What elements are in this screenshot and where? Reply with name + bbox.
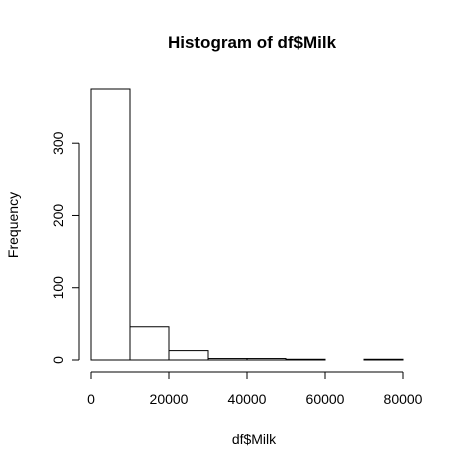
y-axis: 0 100 200 300 bbox=[50, 131, 80, 364]
x-tick-label-2: 40000 bbox=[228, 391, 267, 407]
bars-group bbox=[90, 88, 404, 361]
y-tick-label-2: 200 bbox=[50, 204, 66, 228]
histogram-bar-7 bbox=[363, 358, 404, 361]
histogram-bar-2 bbox=[168, 350, 209, 361]
histogram-bar-1 bbox=[129, 326, 170, 361]
histogram-bar-4 bbox=[246, 358, 287, 361]
histogram-bar-5 bbox=[285, 358, 326, 361]
y-tick-label-3: 300 bbox=[50, 131, 66, 155]
y-tick-label-1: 100 bbox=[50, 276, 66, 300]
chart-title: Histogram of df$Milk bbox=[168, 33, 337, 52]
x-tick-label-3: 60000 bbox=[306, 391, 345, 407]
y-axis-label: Frequency bbox=[5, 192, 21, 258]
x-tick-label-0: 0 bbox=[87, 391, 95, 407]
x-tick-label-1: 20000 bbox=[150, 391, 189, 407]
histogram-bar-0 bbox=[90, 88, 131, 361]
x-axis: 0 20000 40000 60000 80000 bbox=[87, 371, 423, 407]
x-axis-label: df$Milk bbox=[232, 431, 277, 447]
x-tick-label-4: 80000 bbox=[384, 391, 423, 407]
y-tick-label-0: 0 bbox=[50, 356, 66, 364]
histogram-bar-3 bbox=[207, 358, 248, 361]
